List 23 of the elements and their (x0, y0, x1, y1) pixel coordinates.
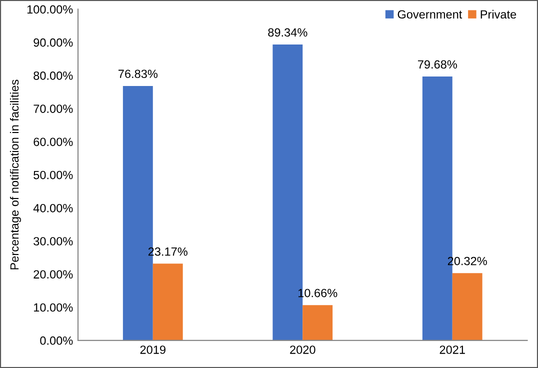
legend-label: Government (398, 10, 462, 19)
y-tick-label: 80.00% (34, 71, 73, 80)
y-tick-label: 30.00% (34, 237, 73, 246)
y-tick-label: 0.00% (40, 336, 73, 345)
y-tick-label: 10.00% (34, 303, 73, 312)
x-tick-label: 2019 (140, 346, 166, 354)
legend-label: Private (480, 10, 516, 19)
x-tick-label: 2021 (440, 346, 465, 354)
data-label: 89.34% (268, 28, 308, 37)
y-tick-label: 90.00% (34, 38, 73, 47)
bar (152, 264, 183, 340)
y-tick-label: 20.00% (34, 270, 73, 279)
bar (452, 273, 482, 340)
x-tick-label: 2020 (290, 346, 316, 354)
y-tick-label: 60.00% (34, 138, 73, 146)
data-label: 76.83% (118, 70, 158, 78)
y-axis-title: Percentage of notification in facilities (10, 80, 21, 270)
y-tick-label: 100.00% (27, 5, 73, 14)
y-tick-label: 70.00% (34, 104, 73, 113)
bar (302, 305, 333, 340)
data-label: 79.68% (418, 60, 457, 69)
y-tick-label: 50.00% (34, 170, 73, 180)
y-tick-label: 40.00% (33, 204, 73, 212)
